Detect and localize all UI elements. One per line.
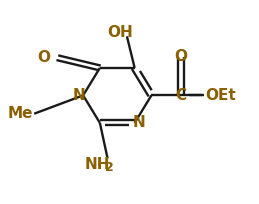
Text: NH: NH [84, 156, 110, 171]
Text: N: N [132, 115, 145, 130]
Text: O: O [175, 49, 188, 64]
Text: N: N [73, 88, 85, 102]
Text: 2: 2 [105, 160, 113, 173]
Text: C: C [175, 88, 186, 102]
Text: Me: Me [7, 106, 33, 121]
Text: OEt: OEt [206, 88, 236, 102]
Text: OH: OH [107, 25, 133, 40]
Text: O: O [38, 50, 51, 65]
